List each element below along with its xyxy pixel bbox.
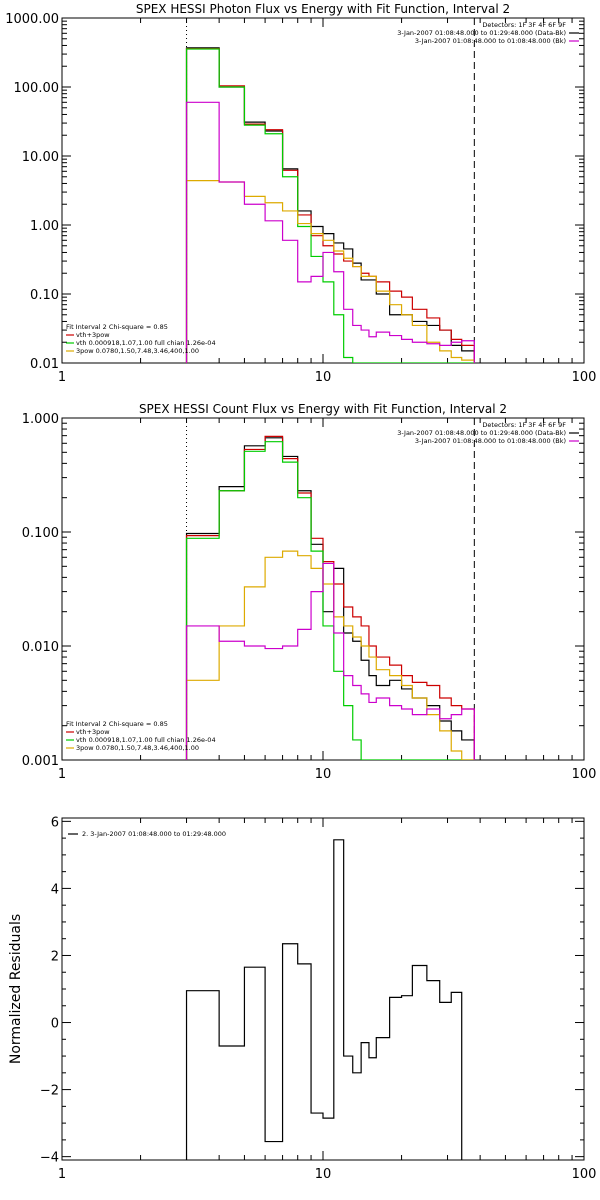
- legend-left-text: vth 0.000918,1.07,1.00 full chian 1.26e-…: [76, 736, 216, 744]
- chart-title: SPEX HESSI Count Flux vs Energy with Fit…: [139, 402, 507, 416]
- y-tick-label: −4: [40, 1151, 59, 1166]
- y-tick-label: 100.00: [14, 81, 60, 96]
- residuals-panel: 1 10 100 −4 −2 0 2 4 6 Normalized Residuals 2. 3-J…: [8, 815, 596, 1182]
- count-flux-panel: SPEX HESSI Count Flux vs Energy with Fit…: [22, 402, 597, 782]
- data-layer: [185, 435, 475, 760]
- legend-text: 2. 3-Jan-2007 01:08:48.000 to 01:29:48.0…: [82, 830, 226, 838]
- legend-right-text: Detectors: 1F 3F 4F 6F 9F: [482, 21, 566, 29]
- legend-left-text: vth+3pow: [76, 728, 110, 736]
- plot-frame: [61, 17, 585, 364]
- x-tick-label: 100: [572, 1167, 597, 1182]
- x-tick-label: 10: [315, 370, 332, 385]
- y-tick-label: 0.010: [22, 640, 59, 655]
- series-2-histogram: [185, 48, 475, 363]
- y-tick-label: 6: [51, 815, 59, 830]
- series-2-histogram: [185, 441, 475, 760]
- y-tick-label: 4: [51, 882, 59, 897]
- series-1-histogram: [185, 48, 475, 363]
- x-tick-label: 100: [572, 370, 597, 385]
- y-axis-label: Normalized Residuals: [8, 914, 24, 1064]
- y-tick-label: 1000.00: [5, 12, 59, 27]
- photon-flux-panel: SPEX HESSI Photon Flux vs Energy with Fi…: [5, 2, 596, 385]
- x-tick-label: 1: [58, 1167, 66, 1182]
- y-tick-label: 10.00: [22, 150, 59, 165]
- y-tick-label: 0: [51, 1017, 59, 1032]
- series-0-histogram: [185, 839, 463, 1160]
- legend-left-text: vth 0.000918,1.07,1.00 full chian 1.26e-…: [76, 339, 216, 347]
- series-3-histogram: [185, 550, 475, 760]
- x-tick-label: 10: [315, 767, 332, 782]
- legend-right-text: 3-Jan-2007 01:08:48.000 to 01:08:48.000 …: [415, 37, 566, 45]
- series-4-histogram: [185, 562, 475, 760]
- legend-left-text: vth+3pow: [76, 331, 110, 339]
- series-3-histogram: [185, 180, 475, 363]
- legend-left-text: Fit Interval 2 Chi-square = 0.85: [66, 323, 168, 331]
- series-1-histogram: [185, 435, 475, 760]
- y-tick-label: 0.10: [30, 288, 59, 303]
- legend-left-text: Fit Interval 2 Chi-square = 0.85: [66, 720, 168, 728]
- y-tick-label: 1.000: [22, 412, 59, 427]
- data-layer: [185, 47, 475, 363]
- data-layer: [185, 839, 463, 1160]
- y-tick-label: −2: [40, 1084, 59, 1099]
- y-tick-label: 2: [51, 949, 59, 964]
- series-0-histogram: [185, 437, 475, 760]
- y-tick-label: 0.001: [22, 754, 59, 769]
- x-tick-label: 10: [315, 1167, 332, 1182]
- legend-left-text: 3pow 0.0780,1.50,7.48,3.46,400,1.00: [76, 347, 199, 355]
- x-tick-label: 100: [572, 767, 597, 782]
- y-tick-label: 1.00: [30, 219, 59, 234]
- x-tick-label: 1: [58, 767, 66, 782]
- legend-right-text: 3-Jan-2007 01:08:48.000 to 01:29:48.000 …: [397, 29, 566, 37]
- plot-frame: [61, 817, 585, 1161]
- y-tick-label: 0.01: [30, 357, 59, 372]
- y-tick-label: 0.100: [22, 526, 59, 541]
- legend-right-text: 3-Jan-2007 01:08:48.000 to 01:29:48.000 …: [397, 429, 566, 437]
- legend-right-text: Detectors: 1F 3F 4F 6F 9F: [482, 421, 566, 429]
- legend-left-text: 3pow 0.0780,1.50,7.48,3.46,400,1.00: [76, 744, 199, 752]
- legend-right-text: 3-Jan-2007 01:08:48.000 to 01:08:48.000 …: [415, 437, 566, 445]
- x-tick-label: 1: [58, 370, 66, 385]
- chart-title: SPEX HESSI Photon Flux vs Energy with Fi…: [136, 2, 510, 16]
- series-4-histogram: [185, 101, 475, 363]
